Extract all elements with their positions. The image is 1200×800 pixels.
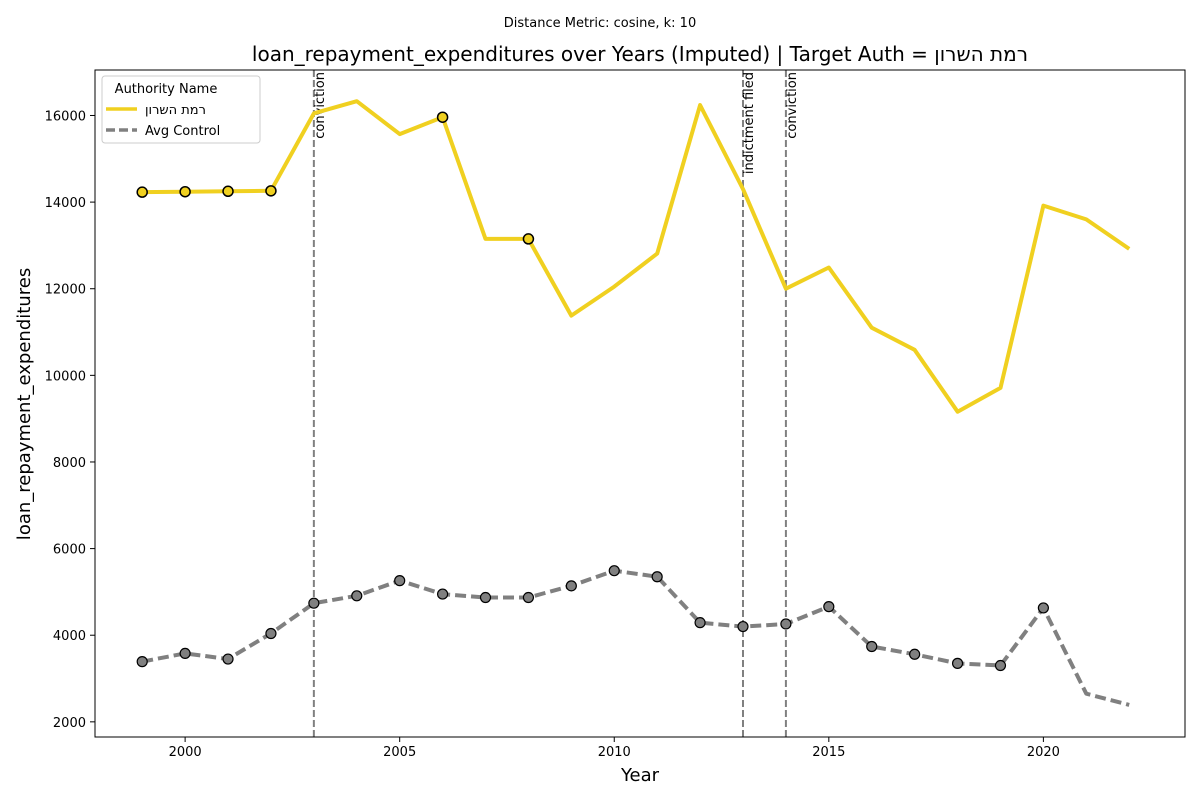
- legend: Authority Name רמת השרון Avg Control: [101, 75, 261, 144]
- event-label: conviction: [313, 72, 328, 139]
- legend-box: [101, 75, 261, 144]
- imputed-point-target: [179, 185, 191, 198]
- y-tick-label: 14000: [45, 196, 86, 211]
- x-tick-label: 2010: [598, 745, 631, 760]
- x-tick-label: 2005: [383, 745, 416, 760]
- data-point-avg-control: [951, 657, 964, 669]
- y-axis: 2000 4000 6000 8000 10000 12000 14000 16000: [45, 109, 95, 731]
- imputed-point-target: [265, 185, 277, 197]
- imputed-point-target: [136, 186, 148, 198]
- x-axis: 2000 2005 2010 2015 2020: [169, 737, 1060, 760]
- series-line-avg-control: [141, 568, 1130, 707]
- data-point-avg-control: [436, 588, 449, 600]
- legend-label-target: רמת השרון: [145, 103, 206, 118]
- y-tick-label: 2000: [53, 716, 86, 731]
- x-tick-label: 2015: [812, 745, 845, 760]
- data-point-avg-control: [265, 627, 277, 640]
- suptitle: Distance Metric: cosine, k: 10: [504, 16, 696, 31]
- event-label: conviction: [785, 72, 800, 139]
- data-point-avg-control: [694, 617, 706, 629]
- data-point-avg-control: [1037, 602, 1049, 614]
- data-point-avg-control: [994, 659, 1007, 672]
- chart-title: loan_repayment_expenditures over Years (…: [252, 42, 1028, 66]
- y-tick-label: 10000: [45, 369, 86, 384]
- y-axis-label: loan_repayment_expenditures: [14, 268, 35, 540]
- data-point-avg-control: [522, 591, 535, 604]
- series-line-target: [142, 99, 1131, 414]
- data-point-avg-control: [823, 601, 835, 613]
- axes-frame: [94, 69, 1186, 738]
- y-tick-label: 6000: [53, 543, 86, 558]
- data-point-avg-control: [737, 620, 749, 633]
- data-point-avg-control: [136, 656, 148, 668]
- legend-title: Authority Name: [115, 82, 218, 97]
- event-label: indictment filed: [742, 72, 757, 174]
- data-point-avg-control: [608, 565, 620, 577]
- imputed-point-target: [222, 185, 234, 198]
- data-point-avg-control: [780, 618, 792, 630]
- data-point-avg-control: [308, 597, 320, 609]
- data-point-avg-control: [909, 648, 921, 660]
- y-tick-label: 4000: [53, 629, 86, 644]
- data-point-avg-control: [351, 590, 363, 602]
- imputed-point-target: [436, 111, 449, 123]
- data-point-avg-control: [651, 571, 663, 583]
- legend-label-control: Avg Control: [145, 124, 220, 139]
- data-point-avg-control: [565, 580, 577, 592]
- plot-area: conviction indictment filed conviction: [136, 70, 1131, 737]
- x-axis-label: Year: [620, 765, 660, 786]
- data-point-avg-control: [179, 647, 191, 660]
- x-tick-label: 2000: [169, 745, 202, 760]
- data-point-avg-control: [866, 640, 878, 653]
- data-point-avg-control: [479, 591, 492, 604]
- data-point-avg-control: [394, 575, 406, 587]
- data-point-avg-control: [222, 653, 234, 665]
- y-tick-label: 12000: [45, 283, 86, 298]
- y-tick-label: 8000: [53, 456, 86, 471]
- y-tick-label: 16000: [45, 109, 86, 124]
- imputed-point-target: [522, 233, 535, 245]
- x-tick-label: 2020: [1027, 745, 1060, 760]
